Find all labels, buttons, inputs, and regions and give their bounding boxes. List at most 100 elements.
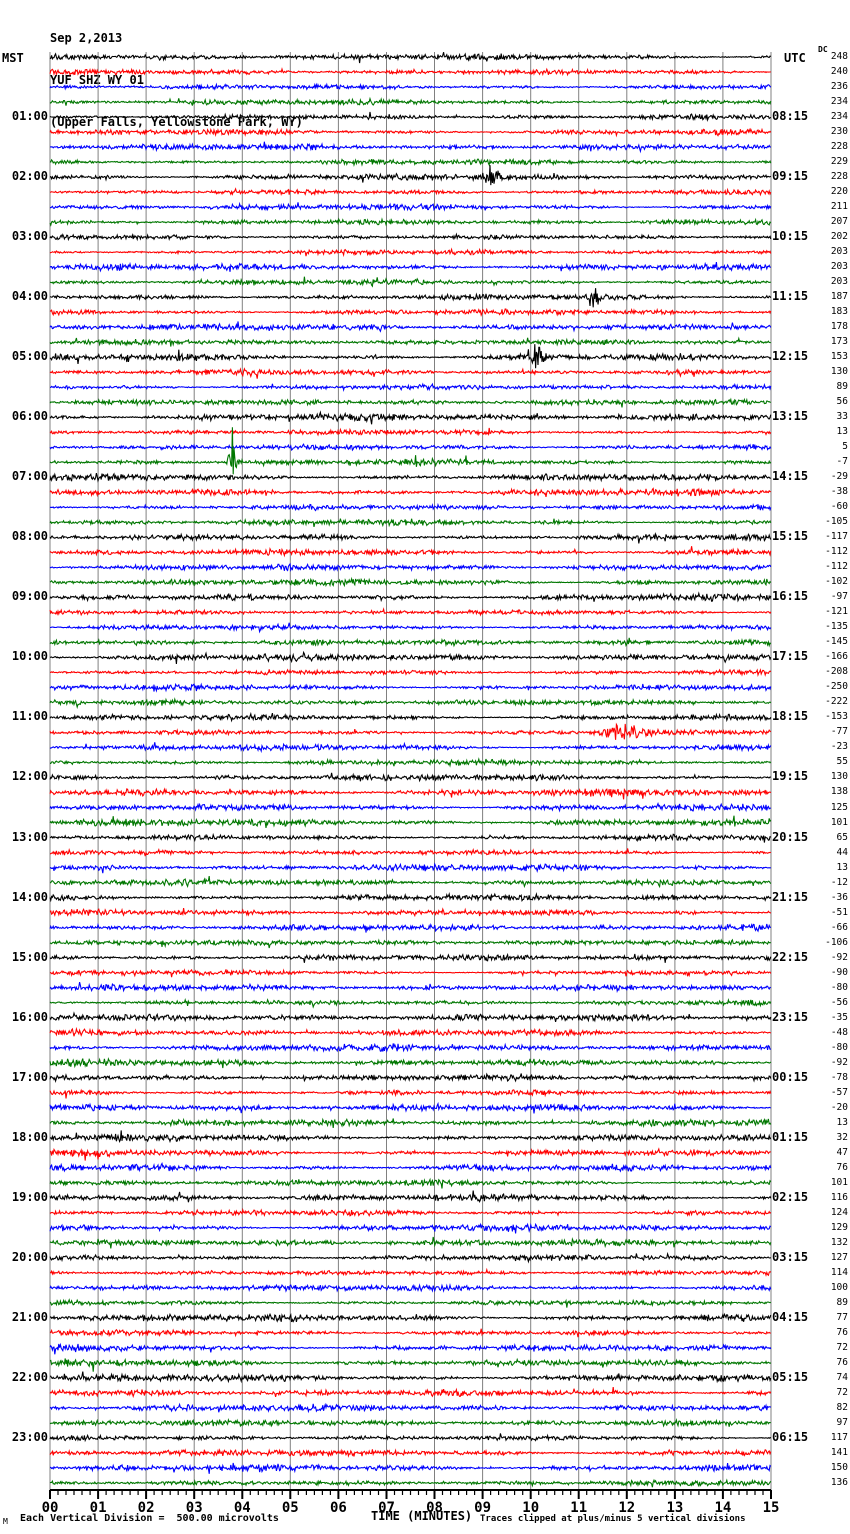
seismogram-trace [49, 1267, 772, 1277]
seismogram-trace [49, 1011, 772, 1023]
seismogram-trace [49, 1117, 772, 1129]
dc-offset-value: -112 [825, 546, 848, 558]
utc-hour-label: 16:15 [772, 589, 809, 604]
x-tick-label: 05 [282, 1500, 299, 1516]
dc-offset-value: 77 [836, 1311, 848, 1323]
utc-hour-label: 23:15 [772, 1009, 809, 1024]
utc-hour-label: 02:15 [772, 1189, 809, 1204]
seismogram-trace [49, 787, 772, 800]
utc-hour-label: 11:15 [772, 289, 809, 304]
seismogram-trace [49, 722, 772, 740]
seismogram-trace [49, 336, 771, 347]
dc-offset-value: 183 [830, 306, 848, 318]
dc-offset-value: 240 [830, 66, 848, 77]
dc-offset-value: 150 [830, 1461, 848, 1473]
dc-offset-value: 228 [830, 171, 848, 183]
seismogram-trace [49, 576, 772, 588]
seismogram-trace [49, 1026, 772, 1038]
mst-hour-label: 12:00 [11, 769, 48, 784]
dc-offset-value: 101 [830, 816, 848, 828]
mst-hour-label: 13:00 [11, 829, 48, 844]
seismogram-trace [49, 801, 771, 813]
seismogram-trace [49, 382, 772, 393]
seismogram-trace [49, 862, 771, 874]
seismogram-trace [49, 367, 772, 379]
seismogram-trace [49, 1328, 771, 1338]
dc-offset-value: 97 [836, 1416, 848, 1428]
dc-offset-value: 72 [836, 1341, 848, 1353]
x-tick-label: 07 [378, 1500, 395, 1516]
seismogram-trace [49, 922, 772, 933]
record-date: Sep 2,2013 [50, 31, 123, 45]
dc-offset-value: 13 [836, 426, 848, 438]
seismogram-trace [49, 111, 772, 123]
seismogram-trace [49, 1101, 771, 1114]
dc-offset-value: -166 [825, 651, 848, 663]
vertical-division-note: Each Vertical Division = 500.00 microvol… [20, 1513, 279, 1524]
seismogram-trace [49, 907, 772, 918]
dc-offset-value: 127 [830, 1251, 848, 1263]
dc-offset-value: 100 [830, 1281, 848, 1293]
dc-offset-value: 13 [836, 1116, 848, 1128]
dc-offset-value: -29 [830, 471, 848, 483]
dc-offset-value: -92 [830, 1056, 848, 1068]
dc-offset-value: 125 [830, 801, 848, 813]
dc-offset-value: 228 [830, 141, 848, 153]
seismogram-trace [49, 892, 772, 903]
seismogram-trace [49, 141, 772, 154]
dc-offset-value: 136 [830, 1476, 848, 1488]
seismogram-trace [49, 938, 771, 949]
dc-offset-value: 141 [830, 1446, 848, 1458]
seismogram-trace [50, 1371, 772, 1384]
mst-hour-label: 03:00 [11, 229, 48, 244]
dc-offset-value: 248 [830, 51, 848, 62]
seismogram-trace [49, 1342, 772, 1355]
x-tick-label: 09 [474, 1500, 491, 1516]
x-tick-label: 08 [426, 1500, 443, 1516]
dc-offset-value: 236 [830, 81, 848, 93]
seismogram-trace [49, 321, 772, 333]
dc-offset-value: -57 [830, 1086, 848, 1098]
station-location: (Upper Falls, Yellowstone Park, WY) [50, 115, 303, 129]
seismogram-trace [49, 127, 772, 138]
seismogram-trace [49, 847, 771, 857]
dc-offset-value: 178 [830, 321, 848, 333]
mst-hour-label: 17:00 [11, 1069, 48, 1084]
utc-hour-label: 00:15 [772, 1069, 809, 1084]
utc-hour-label: 13:15 [772, 409, 809, 424]
utc-hour-label: 04:15 [772, 1309, 809, 1324]
dc-offset-value: -78 [830, 1071, 848, 1083]
seismogram-trace [49, 1130, 772, 1144]
station-code: YUF SHZ WY 01 [50, 73, 144, 87]
utc-hour-label: 03:15 [772, 1249, 809, 1264]
dc-offset-value: 89 [836, 1296, 848, 1308]
seismogram-trace [49, 650, 772, 665]
seismogram-trace [49, 815, 772, 828]
dc-offset-value: 203 [830, 246, 848, 258]
dc-offset-value: -208 [825, 666, 848, 678]
dc-offset-value: -77 [830, 726, 848, 738]
mst-hour-label: 01:00 [11, 109, 48, 124]
dc-offset-value: -121 [825, 606, 848, 618]
x-tick-label: 04 [234, 1500, 251, 1516]
seismogram-trace [49, 591, 772, 603]
dc-offset-value: 33 [836, 411, 848, 423]
seismogram-trace [49, 1088, 772, 1099]
seismogram-trace [49, 288, 772, 308]
mst-hour-label: 20:00 [11, 1249, 48, 1264]
seismogram-trace [49, 1462, 772, 1474]
dc-offset-value: -145 [825, 636, 848, 648]
dc-offset-value: 132 [830, 1236, 848, 1248]
seismogram-trace [49, 952, 772, 963]
seismogram-trace [49, 772, 771, 783]
seismogram-trace [49, 997, 772, 1009]
x-tick-label: 01 [90, 1500, 107, 1516]
seismogram-trace [50, 1312, 772, 1323]
seismogram-trace [49, 1478, 772, 1488]
dc-offset-value: -80 [830, 981, 848, 993]
mst-hour-label: 16:00 [11, 1009, 48, 1024]
seismogram-trace [49, 96, 772, 107]
mst-hour-label: 04:00 [11, 289, 48, 304]
mst-hour-label: 05:00 [11, 349, 48, 364]
seismogram-trace [49, 562, 772, 573]
